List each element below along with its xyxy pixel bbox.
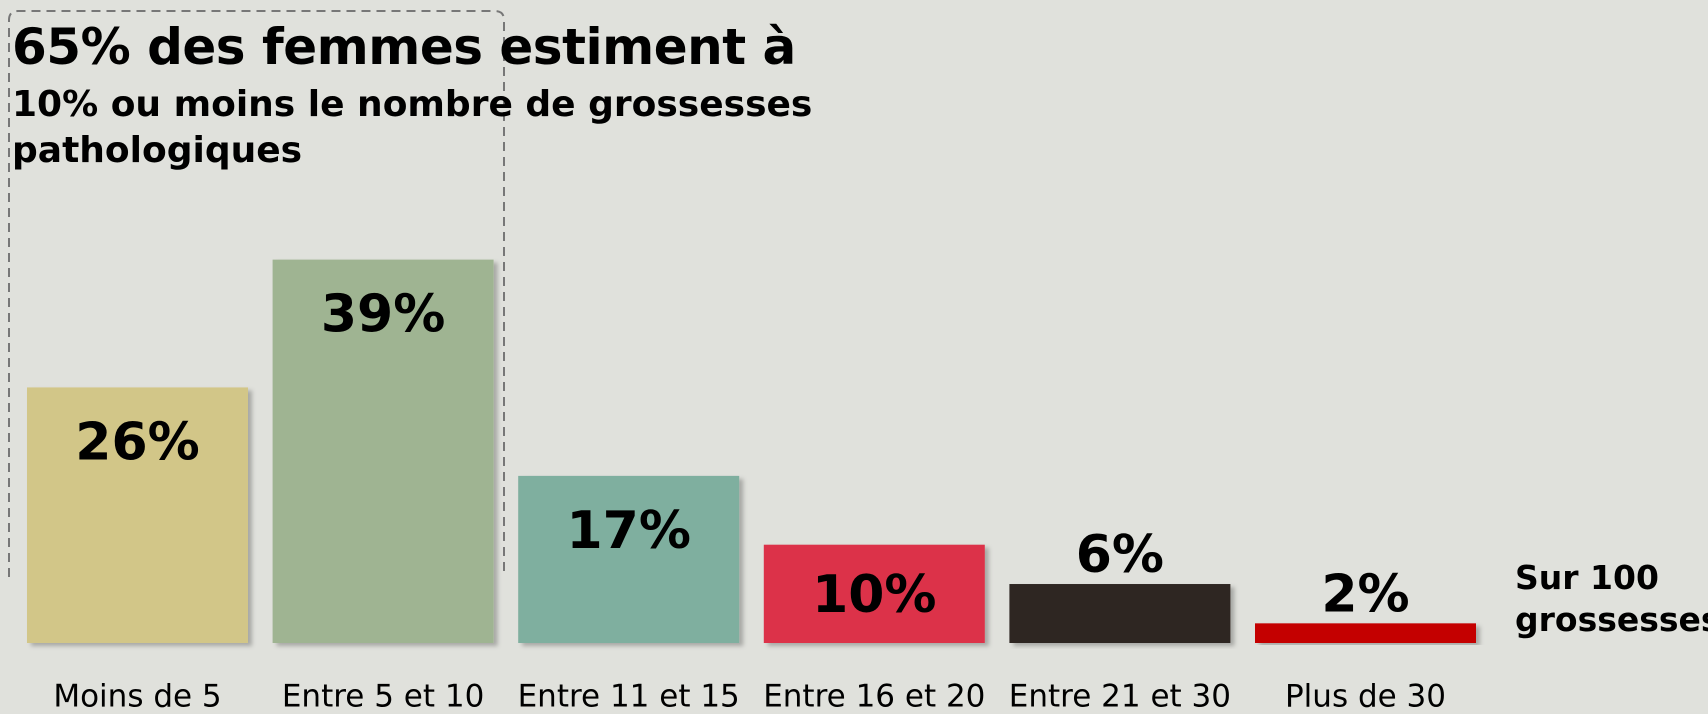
value-label: 39% [321,285,445,345]
x-tick-label: Entre 21 et 30 [1009,679,1231,714]
bar [763,544,985,643]
bar [1009,584,1231,643]
x-tick-label: Moins de 5 [53,679,221,714]
value-label: 10% [812,565,936,625]
bar [272,259,494,643]
x-tick-label: Entre 5 et 10 [282,679,484,714]
chart-subtitle: 10% ou moins le nombre de grossesses pat… [12,84,813,171]
bar [518,475,740,643]
chart-title: 65% des femmes estiment à [12,18,796,76]
x-tick-label: Entre 16 et 20 [763,679,985,714]
bracket [8,10,505,577]
bar [1255,623,1476,643]
value-label: 2% [1321,564,1409,624]
x-tick-label: Entre 11 et 15 [518,679,740,714]
bar [27,387,248,643]
value-label: 6% [1076,525,1164,585]
value-label: 17% [566,501,690,561]
value-label: 26% [75,412,199,472]
annotation: Sur 100 grossesses [1515,558,1708,639]
x-tick-label: Plus de 30 [1285,679,1446,714]
